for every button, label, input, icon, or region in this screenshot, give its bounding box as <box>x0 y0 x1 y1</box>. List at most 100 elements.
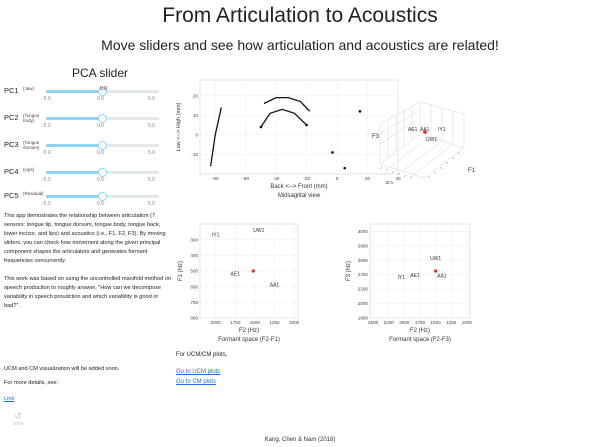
articulator-line <box>260 108 308 128</box>
y-tick-label: 800 <box>190 316 198 321</box>
pca-slider-min: -5.0 <box>42 96 51 102</box>
pca-slider-sublabel: (Lips) <box>23 167 35 172</box>
sensor-point <box>343 166 346 170</box>
formant-3d-ticks <box>379 151 461 179</box>
current-formant-point <box>251 269 255 273</box>
details-link[interactable]: Link <box>4 396 15 402</box>
undo-button[interactable]: ↺ undo <box>6 412 30 432</box>
pca-slider-track[interactable] <box>46 192 159 201</box>
footer-credit: Kang, Chen & Nam (2018) <box>264 437 336 443</box>
vowel-label-uw1: UW1 <box>253 228 264 234</box>
y-tick-label: 400 <box>190 253 198 258</box>
y-tick-label: 20 <box>193 93 199 98</box>
cm-plots-link[interactable]: Go to CM plots <box>176 379 217 385</box>
x-tick-label: -80 <box>212 176 219 181</box>
pca-slider-mid: 0.0 <box>97 177 104 183</box>
pca-slider-handle[interactable] <box>98 192 107 201</box>
f2-f1-subtitle: Formant space (F2-F1) <box>218 337 280 343</box>
f2-f3-x-axis-label: F2 (Hz) <box>410 328 430 334</box>
f2-f3-chart: 2500 2250 2000 1750 1500 1250 1000 1800 2000 2200… <box>346 223 472 343</box>
pca-slider-fill <box>46 117 103 120</box>
y-tick-label: 2200 <box>358 287 369 292</box>
pca-slider-min: -5.0 <box>42 201 51 207</box>
y-tick-label: 3000 <box>358 229 369 234</box>
x-tick-label: 0 <box>336 176 339 181</box>
ucm-label: For UCM/CM plots, <box>176 352 228 358</box>
pca-slider-handle[interactable] <box>98 87 107 96</box>
y-tick-label: 2000 <box>358 301 369 306</box>
description-paragraph-4: For more details, see: <box>4 380 59 386</box>
x-tick-label: 1500 <box>250 320 261 325</box>
pca-slider-fill <box>46 144 103 147</box>
vowel-label-uw1: UW1 <box>430 256 441 262</box>
y-tick-label: 2800 <box>358 243 369 248</box>
ucm-plots-link[interactable]: Go to UCM plots <box>176 369 221 375</box>
x-tick-label: 2250 <box>384 320 395 325</box>
pca-slider-pc4: PC4 (Lips) -5.0 0.0 5.0 <box>4 167 164 189</box>
description-paragraph-1: This app demostrates the relationship be… <box>4 213 166 265</box>
x-tick-label: -60 <box>242 176 249 181</box>
vowel-label-ae1: AE1 <box>231 272 241 278</box>
sensor-point <box>259 125 263 129</box>
pca-slider-label: PC2 <box>4 113 19 122</box>
x-tick-label: 1250 <box>269 320 280 325</box>
pca-slider-track[interactable] <box>46 114 159 123</box>
y-tick-label: 700 <box>190 300 198 305</box>
pca-slider-max: 5.0 <box>148 177 155 183</box>
pca-slider-handle[interactable] <box>98 141 107 150</box>
formant-3d-chart: AE1 AA1 IY1 UW1 F3 F2 F1 <box>372 101 476 184</box>
pca-slider-handle[interactable] <box>98 168 107 177</box>
pca-slider-max: 5.0 <box>148 201 155 207</box>
formant-3d-label-ae1: AE1 <box>408 127 418 133</box>
vowel-label-ae1: AE1 <box>410 273 420 279</box>
pca-slider-sublabel: (Residual) <box>23 191 44 196</box>
pca-slider-pc1: PC1 (Jaw) -5.0 0.0 5.0 0.0 <box>4 86 164 108</box>
y-tick-label: 10 <box>193 113 199 118</box>
pca-slider-sublabel: (Tongue dorsum) <box>23 140 40 150</box>
pca-slider-fill <box>46 90 103 93</box>
formant-3d-label-uw1: UW1 <box>426 137 437 143</box>
midsagittal-chart: -80 -60 -40 -20 0 20 40 -10 0 10 20 Low <--> High … <box>176 79 401 199</box>
formant-3d-grid <box>379 101 465 179</box>
midsagittal-y-axis-label: Low <--> High (mm) <box>176 102 182 151</box>
y-tick-label: 0 <box>195 132 198 137</box>
pca-slider-fill <box>46 171 103 174</box>
f2-f1-x-axis-label: F2 (Hz) <box>239 328 259 334</box>
page-subtitle: Move sliders and see how articulation an… <box>101 37 499 53</box>
pca-slider-track[interactable] <box>46 168 159 177</box>
pca-slider-title: PCA slider <box>71 66 129 80</box>
pca-slider-min: -5.0 <box>42 123 51 129</box>
y-tick-label: 2600 <box>358 258 369 263</box>
midsagittal-x-axis-label: Back <--> Front (mm) <box>270 184 327 190</box>
pca-slider-pc5: PC5 (Residual) -5.0 0.0 5.0 <box>4 191 164 213</box>
pca-slider-label: PC5 <box>4 191 19 200</box>
pca-slider-track[interactable] <box>46 141 159 150</box>
y-tick-label: 500 <box>190 269 198 274</box>
x-tick-label: 20 <box>365 176 371 181</box>
formant-3d-label-aa1: AA1 <box>420 127 430 133</box>
pca-slider-min: -5.0 <box>42 150 51 156</box>
pca-slider-label: PC4 <box>4 167 19 176</box>
y-tick-label: 2400 <box>358 272 369 277</box>
y-tick-label: -10 <box>191 152 198 157</box>
x-tick-label: 2000 <box>399 320 410 325</box>
pca-slider-max: 5.0 <box>148 123 155 129</box>
y-tick-label: 600 <box>190 284 198 289</box>
formant-3d-axis-f1: F1 <box>468 168 476 174</box>
pca-slider-mid: 0.0 <box>97 201 104 207</box>
midsagittal-subtitle: Midsagittal view <box>278 193 321 199</box>
pca-slider-tooltip: 0.0 <box>100 86 107 92</box>
formant-3d-current-point <box>423 130 427 134</box>
x-tick-label: 1000 <box>289 320 300 325</box>
page-title: From Articulation to Acoustics <box>162 4 438 27</box>
pca-slider-sublabel: (Tongue body) <box>23 113 40 123</box>
pca-slider-track[interactable] <box>46 87 159 96</box>
vowel-label-iy1: IY1 <box>397 275 405 281</box>
x-tick-label: -20 <box>303 176 310 181</box>
vowel-label-aa1: AA1 <box>437 274 447 280</box>
articulator-line <box>263 96 311 112</box>
f2-f3-subtitle: Formant space (F2-F3) <box>389 337 451 343</box>
pca-slider-handle[interactable] <box>98 114 107 123</box>
sensor-point <box>305 123 308 127</box>
pca-slider-min: -5.0 <box>42 177 51 183</box>
